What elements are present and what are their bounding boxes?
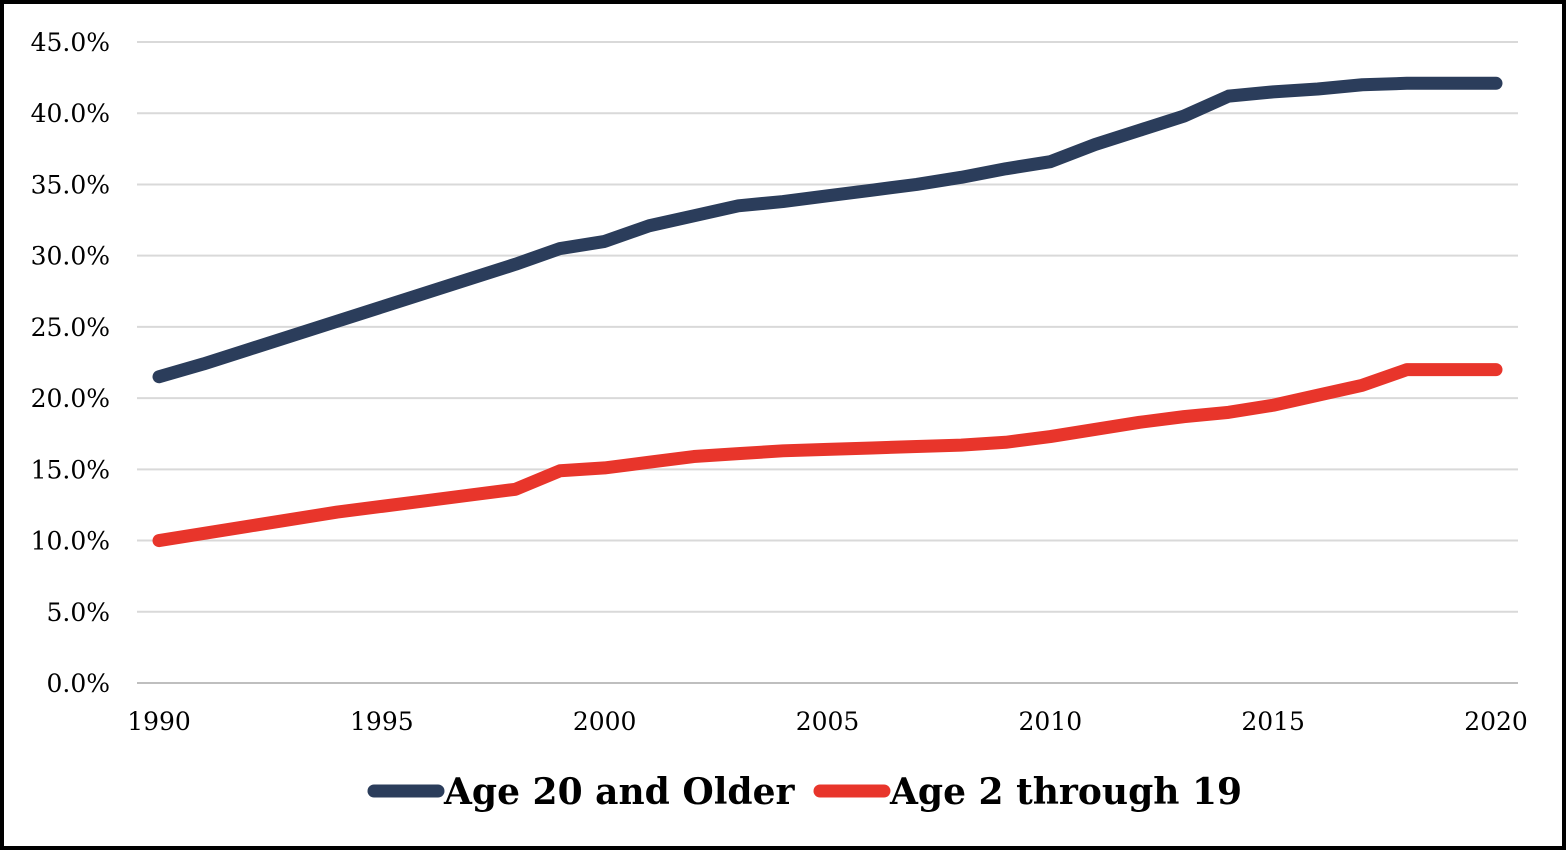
legend-label: Age 20 and Older	[443, 771, 795, 813]
series-line-1	[152, 76, 1503, 384]
x-tick-label: 2005	[796, 707, 860, 736]
y-tick-label: 40.0%	[31, 99, 110, 128]
y-tick-label: 5.0%	[46, 598, 110, 627]
y-tick-label: 0.0%	[46, 669, 110, 698]
y-tick-label: 30.0%	[31, 242, 110, 271]
x-tick-label: 2015	[1241, 707, 1305, 736]
y-tick-label: 45.0%	[31, 28, 110, 57]
y-tick-label: 25.0%	[31, 313, 110, 342]
x-tick-label: 2020	[1464, 707, 1528, 736]
series-line-2	[152, 363, 1503, 548]
y-tick-label: 15.0%	[31, 455, 110, 484]
y-tick-label: 20.0%	[31, 384, 110, 413]
x-tick-label: 1995	[350, 707, 414, 736]
y-tick-label: 10.0%	[31, 527, 110, 556]
legend-label: Age 2 through 19	[889, 771, 1242, 813]
x-tick-label: 2010	[1019, 707, 1083, 736]
x-tick-label: 2000	[573, 707, 637, 736]
x-tick-label: 1990	[127, 707, 191, 736]
y-tick-label: 35.0%	[31, 170, 110, 199]
